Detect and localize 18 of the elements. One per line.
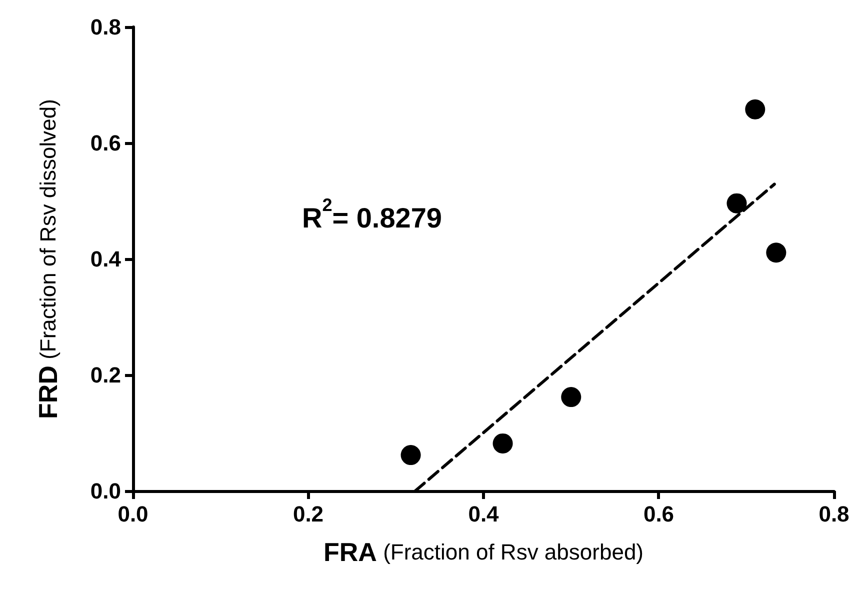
x-tick-label: 0.2 [292,502,324,526]
point [492,433,513,454]
point [745,99,766,120]
y-tick-label: 0.2 [90,362,121,388]
text: 0.0 [90,478,121,504]
y-tick-label: 0.8 [90,14,121,40]
y-tick-label: 0.4 [90,246,122,272]
y-tick-label: 0.6 [90,130,121,156]
point [400,445,421,466]
x-tick-label: 0.4 [468,502,500,526]
x-tick-label: 0.6 [643,502,674,526]
x-axis-title: FRA (Fraction of Rsv absorbed) [324,537,644,567]
point [726,193,747,214]
y-axis-title: FRD (Fraction of Rsv dissolved) [33,99,63,419]
point [561,387,582,408]
point [766,242,786,263]
text: 0.0 [118,502,148,526]
x-tick-label: 0.8 [818,502,850,526]
